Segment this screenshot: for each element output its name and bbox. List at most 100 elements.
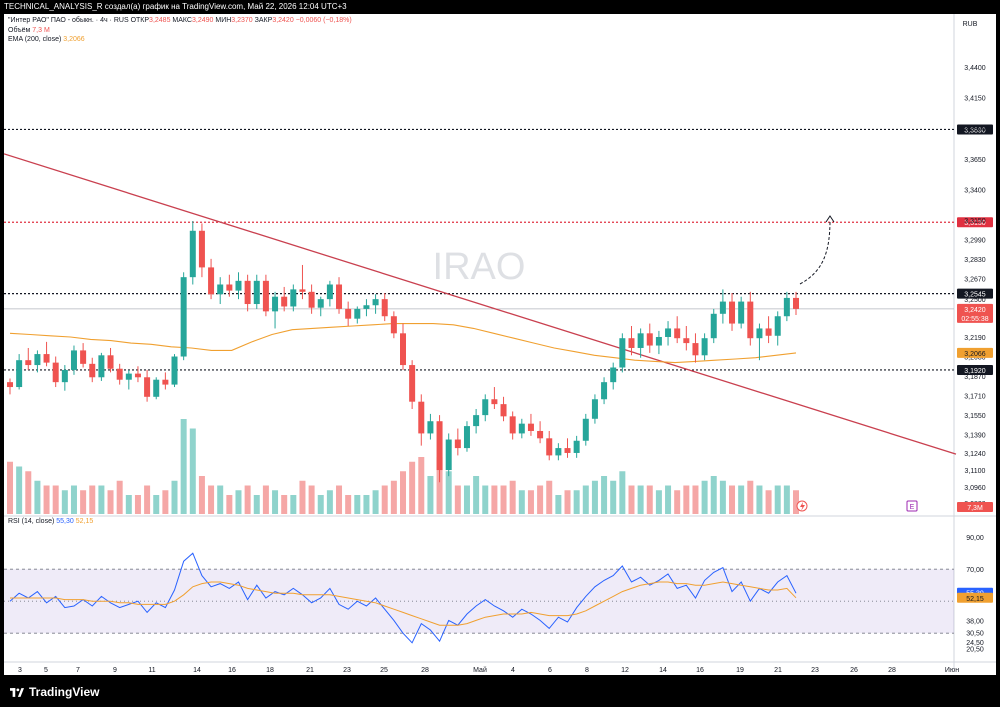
- candle-body: [372, 299, 379, 306]
- time-tick-label: 7: [76, 667, 80, 674]
- earnings-icon[interactable]: E: [906, 500, 918, 512]
- candle-body: [582, 418, 589, 441]
- volume-bar: [226, 495, 233, 514]
- candle-body: [217, 284, 224, 295]
- time-tick-label: 6: [548, 667, 552, 674]
- candle-body: [363, 305, 370, 309]
- rsi-value: 55,30: [56, 518, 74, 525]
- lightning-icon[interactable]: [796, 500, 808, 512]
- price-tick-label: 3,2190: [964, 335, 986, 342]
- candle-body: [436, 421, 443, 471]
- volume-value: 7,3 M: [32, 27, 50, 34]
- volume-bar: [400, 471, 406, 514]
- volume-bar: [719, 480, 726, 514]
- price-tick-label: 3,1240: [964, 451, 986, 458]
- candle-body: [290, 289, 297, 307]
- candle-body: [445, 439, 452, 471]
- volume-bar: [390, 480, 397, 514]
- svg-text:E: E: [910, 504, 915, 511]
- change-value: −0,0060 (−0,18%): [295, 17, 352, 24]
- volume-bar: [7, 461, 13, 514]
- volume-bar: [454, 485, 461, 514]
- time-tick-label: 5: [44, 667, 48, 674]
- candle-body: [226, 284, 233, 291]
- low-value: 3,2370: [231, 17, 253, 24]
- publish-caption: TECHNICAL_ANALYSIS_R создал(а) график на…: [0, 0, 1000, 14]
- candle-body: [70, 350, 77, 370]
- volume-bar: [509, 480, 516, 514]
- volume-bar: [61, 490, 68, 514]
- price-tick-label: 3,1870: [964, 374, 986, 381]
- price-tick-label: 3,0960: [964, 485, 986, 492]
- candle-body: [317, 299, 324, 308]
- time-tick-label: 19: [736, 667, 744, 674]
- volume-bar: [235, 490, 242, 514]
- rsi-tick-label: 24,50: [966, 640, 984, 647]
- volume-bar: [701, 480, 708, 514]
- candle-body: [134, 373, 141, 378]
- volume-bar: [134, 495, 141, 514]
- candle-body: [409, 365, 416, 402]
- candle-body: [473, 415, 480, 427]
- candle-body: [262, 280, 269, 312]
- candle-body: [546, 438, 553, 456]
- volume-bar: [70, 485, 77, 514]
- candle-body: [25, 360, 32, 366]
- candle-body: [400, 333, 406, 366]
- time-tick-label: 23: [343, 667, 351, 674]
- tradingview-logo[interactable]: TradingView: [10, 685, 99, 699]
- close-value: 3,2420: [272, 17, 294, 24]
- candle-body: [482, 399, 489, 416]
- time-tick-label: Июн: [945, 667, 959, 674]
- candle-body: [116, 368, 123, 380]
- volume-bar: [144, 485, 151, 514]
- candle-body: [153, 379, 160, 397]
- volume-bar: [262, 485, 269, 514]
- candle-body: [253, 280, 260, 305]
- high-value: 3,2490: [191, 17, 214, 24]
- candle-body: [591, 399, 598, 419]
- volume-bar: [537, 485, 544, 514]
- price-tick-label: 3,4150: [964, 96, 986, 103]
- price-tick-label: 3,3400: [964, 187, 986, 194]
- time-tick-label: 23: [811, 667, 819, 674]
- candle-body: [454, 439, 461, 449]
- candle-body: [665, 328, 672, 337]
- volume-bar: [427, 476, 434, 514]
- volume-bar: [619, 471, 626, 514]
- level-price-label: 3,2545: [964, 292, 986, 299]
- candle-body: [738, 301, 745, 324]
- time-tick-label: 14: [659, 667, 667, 674]
- volume-bar: [500, 485, 507, 514]
- chart-canvas[interactable]: IRAO 3,3890 3,3130 3,2545 3,1920 3,4400 3,415…: [3, 14, 996, 675]
- candle-body: [655, 336, 662, 346]
- volume-bar: [445, 471, 452, 514]
- candle-body: [61, 369, 68, 383]
- volume-bar: [326, 490, 333, 514]
- volume-bar: [692, 485, 699, 514]
- rsi-tick-label: 20,50: [966, 646, 984, 653]
- volume-bar: [336, 485, 343, 514]
- rsi-tick-label: 90,00: [966, 535, 984, 542]
- volume-bar: [189, 428, 196, 514]
- rsi-band-fill: [4, 569, 954, 634]
- volume-bar: [272, 490, 279, 514]
- volume-bar: [317, 495, 324, 514]
- volume-bar: [738, 485, 745, 514]
- volume-bar: [253, 495, 260, 514]
- volume-bar: [354, 495, 361, 514]
- candle-body: [564, 448, 571, 453]
- time-tick-label: 4: [511, 667, 515, 674]
- candle-body: [491, 399, 498, 405]
- volume-bar: [793, 490, 799, 514]
- volume-bar: [756, 485, 763, 514]
- time-tick-label: 21: [306, 667, 314, 674]
- price-tick-label: 3,2990: [964, 237, 986, 244]
- last-price-tag: [957, 303, 993, 323]
- time-tick-label: 3: [18, 667, 22, 674]
- volume-bar: [345, 495, 352, 514]
- last-price-label: 3,2420: [964, 307, 986, 314]
- candle-body: [52, 362, 59, 383]
- candle-body: [729, 301, 736, 324]
- volume-bar: [473, 476, 480, 514]
